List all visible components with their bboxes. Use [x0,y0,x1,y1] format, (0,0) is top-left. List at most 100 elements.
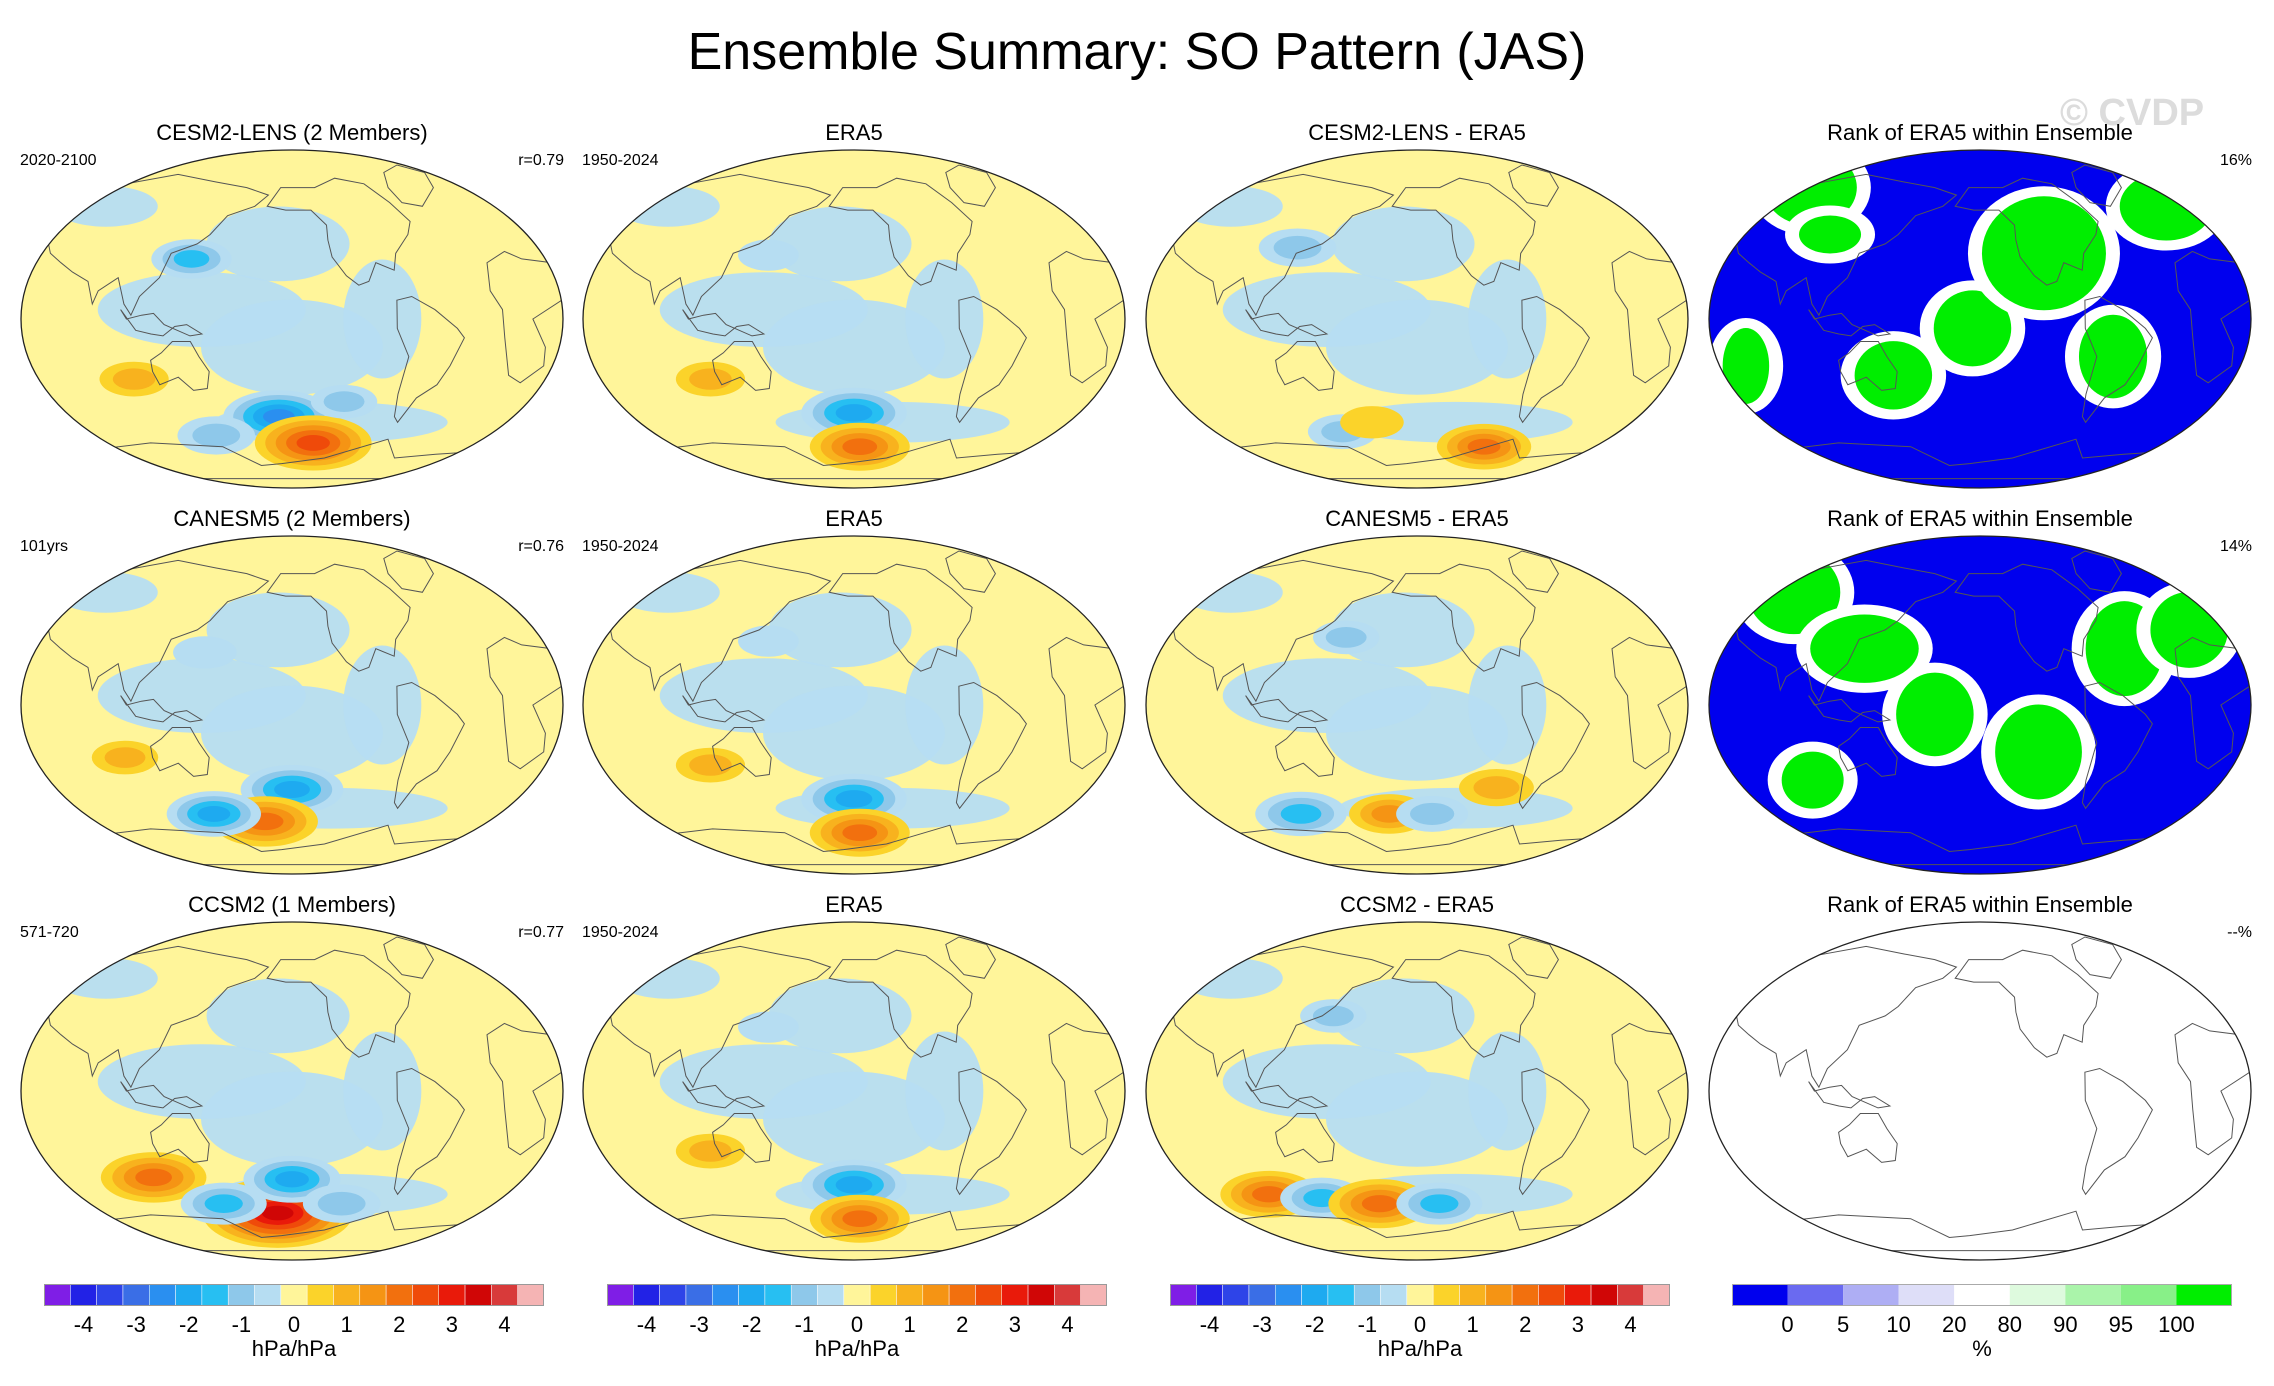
coastline-indonesia [682,1081,766,1109]
map-panel-rank-r1 [1708,535,2252,875]
colorbar-tick-label: 1 [340,1312,353,1337]
coastline-australia [1275,1113,1335,1163]
coastline-greenland [945,936,996,979]
panel-rank-percent: 14% [2219,538,2252,555]
weak-negative-region [905,1031,984,1151]
coastline-north-america [828,177,973,286]
positive-anomaly-contour [842,438,878,456]
coastline-north-america [1954,563,2099,672]
weak-negative-region [201,1071,383,1167]
rank-high-region [1799,215,1862,254]
map-panel-model-r2 [20,921,564,1261]
coastline-indonesia [1808,1081,1892,1109]
colorbar-tick-label: -3 [1252,1312,1272,1337]
colorbar-swatch [869,1284,897,1306]
weak-negative-region [1331,206,1475,282]
weak-negative-region [53,185,158,227]
colorbar-swatch [1222,1284,1250,1306]
colorbar-swatch [438,1284,466,1306]
map-panel-obs-r2 [582,921,1126,1261]
colorbar-swatch [1248,1284,1276,1306]
colorbar-swatch [1301,1284,1329,1306]
field-colorbar-1 [607,1284,1107,1306]
coastline-asia [1734,173,1958,317]
coastline-indonesia [120,1081,204,1109]
colorbar-tick-label: 4 [1061,1312,1074,1337]
coastline-greenland [2071,936,2122,979]
positive-anomaly-contour [1473,776,1520,800]
coastline-south-america [2081,681,2153,810]
panel-period-label: 571-720 [20,924,79,941]
positive-anomaly-contour [1340,406,1404,439]
panel-title: CANESM5 (2 Members) [173,506,411,531]
weak-negative-region [1468,259,1547,379]
coastline-south-america [393,1067,465,1196]
coastline-africa [1611,1022,1688,1156]
map-panel-rank-r2 [1708,921,2252,1261]
colorbar-swatch [1327,1284,1355,1306]
weak-negative-region [1468,645,1547,765]
colorbar-swatch [2120,1284,2177,1306]
coastline-indonesia [1808,309,1892,337]
positive-anomaly-contour [1361,1195,1398,1213]
weak-negative-region [1326,1071,1508,1167]
colorbar-tick-label: 2 [1519,1312,1532,1337]
coastline-north-america [1391,563,1536,672]
colorbar-swatch [659,1284,687,1306]
coastline-north-america [1954,177,2099,286]
colorbar-swatch [1459,1284,1487,1306]
colorbar-swatch [1898,1284,1955,1306]
positive-anomaly-contour [104,747,146,768]
panel-period-label: 1950-2024 [582,152,659,169]
colorbar-tick-label: -4 [636,1312,657,1337]
coastline-africa [486,1022,563,1156]
colorbar-swatch [254,1284,282,1306]
colorbar-tick-label: 5 [1836,1312,1850,1337]
colorbar-tick-label: 2 [956,1312,969,1337]
rank-high-region [1781,751,1844,809]
panel-correlation: r=0.76 [518,538,564,555]
coastline-greenland [1508,550,1559,593]
colorbar-tick-label: 2 [393,1312,406,1337]
coastline-africa [1048,250,1125,384]
colorbar-tick-label: 20 [1941,1312,1967,1337]
colorbar-swatch [1787,1284,1844,1306]
colorbar-swatch [764,1284,792,1306]
coastline-south-america [955,681,1027,810]
colorbar-tick-label: 0 [287,1312,301,1337]
panel-title: ERA5 [825,120,883,145]
coastline-greenland [383,936,434,979]
weak-negative-region [615,185,720,227]
panel-title: CESM2-LENS (2 Members) [156,120,428,145]
rank-high-region [1933,290,2012,367]
negative-anomaly-contour [835,404,873,422]
coastline-africa [1611,636,1688,770]
weak-negative-region [53,571,158,613]
colorbar-tick-label: -2 [1304,1312,1325,1337]
panel-title: Rank of ERA5 within Ensemble [1827,120,2133,145]
map-outline [1145,149,1689,489]
coastline-australia [712,727,772,777]
positive-anomaly-contour [112,368,156,390]
colorbar-swatch [1511,1284,1539,1306]
colorbar-unit: hPa/hPa [814,1336,900,1361]
negative-anomaly-contour [1280,804,1322,824]
coastline-africa [2174,250,2251,384]
weak-negative-region [1178,957,1283,999]
colorbar-swatch [122,1284,150,1306]
colorbar-swatch [1843,1284,1899,1306]
colorbar-swatch [817,1284,845,1306]
colorbar-tick-labels: 0 5 10 20 80 90 95 100 [1732,1312,2232,1338]
map-panel-rank-r0 [1708,149,2252,489]
negative-anomaly-contour [738,1011,799,1043]
panel-title: CCSM2 (1 Members) [188,892,396,917]
map-outline [1708,535,2252,875]
colorbar-tick-label: 90 [2053,1312,2078,1337]
coastline-greenland [945,164,996,207]
panel-correlation: r=0.77 [518,924,564,941]
coastline-south-america [1518,1067,1590,1196]
colorbar-swatch [975,1284,1002,1306]
negative-anomaly-contour [274,780,310,799]
colorbar-frame [44,1284,544,1306]
coastline-south-america [1518,681,1590,810]
